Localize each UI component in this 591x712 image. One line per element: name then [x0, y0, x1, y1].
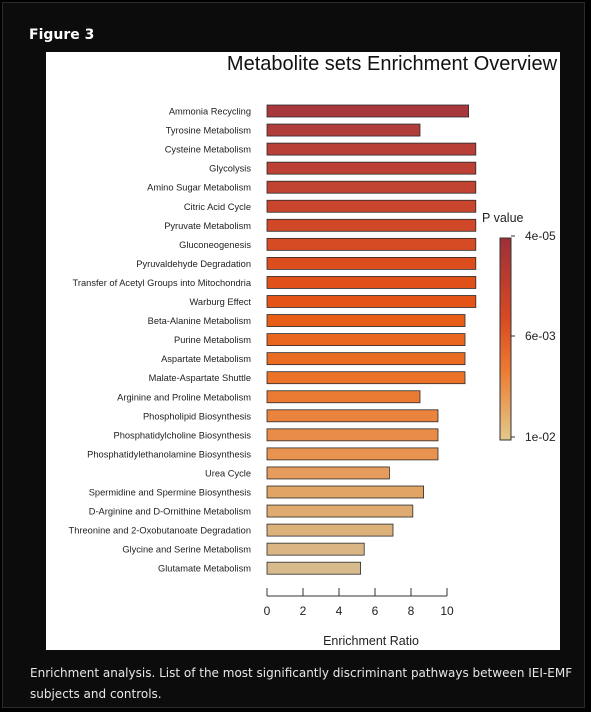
category-label: Warburg Effect	[190, 297, 252, 307]
category-label: Glycine and Serine Metabolism	[122, 545, 251, 555]
bar	[266, 466, 390, 480]
bar	[266, 409, 439, 423]
bar	[266, 104, 470, 118]
bar	[266, 523, 394, 537]
bar	[266, 428, 439, 442]
figure-label: Figure 3	[29, 27, 95, 43]
bar	[266, 504, 414, 518]
plot-panel: Metabolite sets Enrichment Overview Ammo…	[46, 52, 560, 650]
category-label: Urea Cycle	[205, 468, 251, 478]
category-label: Glutamate Metabolism	[158, 564, 251, 574]
legend-label: 4e-05	[525, 229, 556, 243]
bar	[266, 218, 477, 232]
category-label: D-Arginine and D-Ornithine Metabolism	[89, 507, 252, 517]
category-label: Purine Metabolism	[174, 335, 251, 345]
category-label: Threonine and 2-Oxobutanoate Degradation	[69, 526, 251, 536]
category-label: Cysteine Metabolism	[165, 145, 252, 155]
category-label: Beta-Alanine Metabolism	[148, 316, 252, 326]
category-label: Gluconeogenesis	[179, 240, 251, 250]
category-label: Citric Acid Cycle	[184, 202, 251, 212]
category-label: Phospholipid Biosynthesis	[143, 411, 251, 421]
bar	[266, 256, 477, 270]
legend-label: 6e-03	[525, 329, 556, 343]
bar	[266, 237, 477, 251]
category-label: Ammonia Recycling	[169, 107, 251, 117]
category-label: Pyruvate Metabolism	[164, 221, 251, 231]
bar	[266, 390, 421, 404]
x-tick-label: 0	[264, 604, 271, 618]
bar	[266, 485, 425, 499]
legend-label: 1e-02	[525, 430, 556, 444]
legend-title: P value	[482, 211, 524, 225]
bar	[266, 180, 477, 194]
category-label: Aspartate Metabolism	[161, 354, 251, 364]
category-label: Glycolysis	[209, 164, 251, 174]
chart-title: Metabolite sets Enrichment Overview	[227, 53, 558, 75]
legend-color-bar	[499, 237, 512, 441]
bar	[266, 161, 477, 175]
x-tick-label: 10	[440, 604, 454, 618]
bar	[266, 123, 421, 137]
bar	[266, 333, 466, 347]
bar	[266, 561, 361, 575]
enrichment-chart: Metabolite sets Enrichment Overview Ammo…	[69, 53, 558, 648]
figure-frame: Figure 3 Metabolite sets Enrichment Over…	[2, 2, 585, 708]
x-tick-label: 8	[408, 604, 415, 618]
x-tick-label: 2	[300, 604, 307, 618]
category-label: Arginine and Proline Metabolism	[117, 392, 251, 402]
bar	[266, 352, 466, 366]
category-label: Phosphatidylcholine Biosynthesis	[114, 430, 252, 440]
x-tick-label: 6	[372, 604, 379, 618]
category-label: Pyruvaldehyde Degradation	[136, 259, 251, 269]
bar	[266, 142, 477, 156]
category-label: Spermidine and Spermine Biosynthesis	[89, 488, 252, 498]
category-label: Malate-Aspartate Shuttle	[149, 373, 251, 383]
category-label: Phosphatidylethanolamine Biosynthesis	[87, 449, 251, 459]
category-label: Tyrosine Metabolism	[166, 126, 252, 136]
category-label: Amino Sugar Metabolism	[147, 183, 251, 193]
bar	[266, 314, 466, 327]
bar	[266, 199, 477, 213]
bar	[266, 276, 477, 289]
bar	[266, 447, 439, 461]
bar	[266, 371, 466, 385]
category-label: Transfer of Acetyl Groups into Mitochond…	[73, 278, 252, 288]
x-axis-label: Enrichment Ratio	[323, 634, 419, 648]
bar	[266, 295, 477, 308]
bar	[266, 542, 365, 556]
figure-caption: Enrichment analysis. List of the most si…	[30, 666, 573, 701]
x-tick-label: 4	[336, 604, 343, 618]
